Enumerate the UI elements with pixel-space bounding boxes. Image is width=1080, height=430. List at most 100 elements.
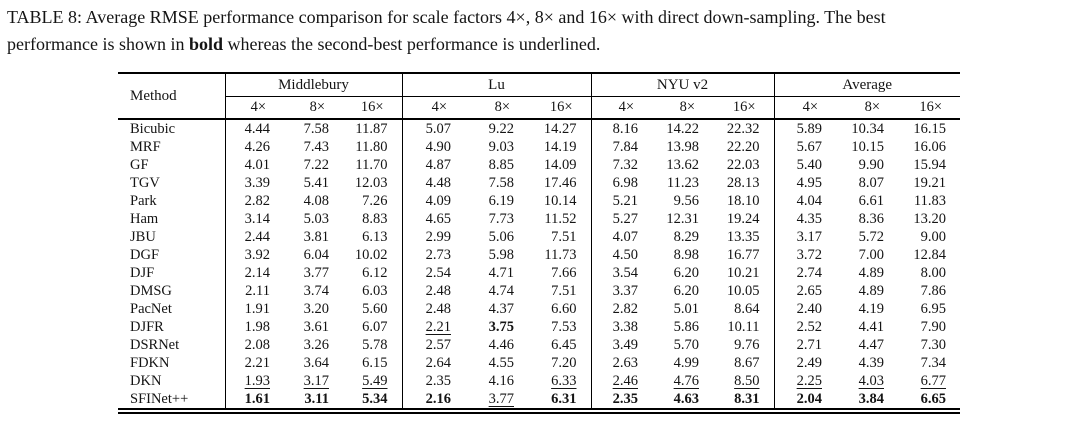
rmse-value: 3.20	[303, 301, 329, 317]
method-name: Bicubic	[130, 121, 176, 137]
method-name: DGF	[130, 247, 160, 263]
rmse-value: 4.19	[858, 301, 884, 317]
rmse-value: 6.60	[551, 301, 577, 317]
rmse-value: 11.23	[666, 175, 699, 191]
rmse-value: 2.52	[773, 318, 836, 336]
rmse-value: 1.91	[224, 300, 284, 318]
rmse-value: 4.89	[858, 265, 884, 281]
rmse-value: 5.78	[362, 337, 388, 353]
results-table-container: Method Middlebury Lu NYU v2 Average 4× 8…	[118, 72, 960, 414]
rmse-value: 14.19	[543, 139, 577, 155]
table-row: DJF 2.14 3.77 6.12 2.54 4.71 7.66 3.54 6.20 10.21…	[118, 264, 960, 282]
rmse-value: 5.01	[673, 301, 699, 317]
rmse-value: 5.70	[673, 337, 699, 353]
scale-header-4x: 4×	[224, 96, 284, 120]
scale-header-16x: 16×	[343, 96, 402, 120]
rmse-value: 6.04	[303, 247, 329, 263]
table-row: SFINet++ 1.61 3.11 5.34 2.16 3.77 6.31 2.35 4.63…	[118, 390, 960, 414]
rmse-value: 3.37	[590, 282, 652, 300]
rmse-value: 7.86	[920, 283, 946, 299]
rmse-value: 1.98	[224, 318, 284, 336]
rmse-value: 6.31	[528, 390, 591, 414]
rmse-value: 6.13	[362, 229, 388, 245]
method-name: DKN	[130, 373, 162, 389]
rmse-value: 2.46	[590, 372, 652, 390]
rmse-value: 10.34	[851, 121, 884, 137]
table-row: DMSG 2.11 3.74 6.03 2.48 4.74 7.51 3.37 6.20 10.0…	[118, 282, 960, 300]
method-name: DJFR	[130, 319, 164, 335]
rmse-value: 2.65	[773, 282, 836, 300]
scale-header-16x: 16×	[528, 96, 591, 120]
rmse-value: 4.16	[488, 373, 514, 389]
rmse-value: 3.11	[284, 390, 343, 414]
rmse-value: 11.80	[355, 139, 388, 155]
group-header-nyu-v2: NYU v2	[590, 72, 774, 97]
scale-header-16x: 16×	[713, 96, 774, 120]
rmse-value: 10.21	[726, 265, 760, 281]
method-name: PacNet	[130, 301, 172, 317]
rmse-value: 3.17	[773, 228, 836, 246]
rmse-value: 13.98	[666, 139, 699, 155]
scale-header-4x: 4×	[590, 96, 652, 120]
method-name: JBU	[130, 229, 156, 245]
table-row: DGF 3.92 6.04 10.02 2.73 5.98 11.73 4.50 8.98 16.…	[118, 246, 960, 264]
rmse-value: 4.50	[590, 246, 652, 264]
results-table: Method Middlebury Lu NYU v2 Average 4× 8…	[118, 72, 960, 414]
rmse-value: 3.49	[590, 336, 652, 354]
rmse-value: 22.20	[726, 139, 760, 155]
rmse-value: 2.04	[773, 390, 836, 414]
rmse-value: 5.98	[488, 247, 514, 263]
method-name: SFINet++	[118, 390, 225, 414]
method-name: GF	[130, 157, 149, 173]
rmse-value: 2.49	[773, 354, 836, 372]
rmse-value: 5.34	[343, 390, 402, 414]
rmse-value: 8.98	[673, 247, 699, 263]
rmse-value: 5.27	[590, 210, 652, 228]
rmse-value: 4.87	[401, 156, 465, 174]
method-name: MRF	[130, 139, 161, 155]
rmse-value: 2.74	[773, 264, 836, 282]
rmse-value: 5.86	[673, 319, 699, 335]
rmse-value: 11.73	[544, 247, 577, 263]
rmse-value: 7.00	[858, 247, 884, 263]
scale-header-16x: 16×	[898, 96, 960, 120]
rmse-value: 5.40	[773, 156, 836, 174]
rmse-value: 4.47	[858, 337, 884, 353]
rmse-value: 2.48	[401, 300, 465, 318]
rmse-value: 12.03	[354, 175, 388, 191]
rmse-value: 2.08	[224, 336, 284, 354]
rmse-value: 3.64	[303, 355, 329, 371]
method-name: DSRNet	[130, 337, 180, 353]
rmse-value: 10.11	[727, 319, 760, 335]
rmse-value: 8.83	[362, 211, 388, 227]
rmse-value: 2.44	[224, 228, 284, 246]
rmse-value: 3.39	[224, 174, 284, 192]
rmse-value: 7.58	[303, 121, 329, 137]
rmse-value: 5.60	[362, 301, 388, 317]
rmse-value: 7.30	[920, 337, 946, 353]
rmse-value: 2.21	[401, 318, 465, 336]
table-row: MRF 4.26 7.43 11.80 4.90 9.03 14.19 7.84 13.98 22…	[118, 138, 960, 156]
rmse-value: 4.08	[303, 193, 329, 209]
rmse-value: 6.15	[362, 355, 388, 371]
rmse-value: 2.82	[224, 192, 284, 210]
rmse-value: 19.21	[913, 175, 946, 191]
rmse-value: 7.34	[920, 355, 946, 371]
rmse-value: 11.87	[355, 121, 388, 137]
rmse-value: 8.31	[713, 390, 774, 414]
table-row: PacNet 1.91 3.20 5.60 2.48 4.37 6.60 2.82 5.01 8.…	[118, 300, 960, 318]
rmse-value: 10.05	[726, 283, 760, 299]
caption-line-2-pre: performance is shown in	[7, 34, 189, 54]
rmse-value: 4.26	[224, 138, 284, 156]
rmse-value: 6.12	[362, 265, 388, 281]
rmse-value: 2.40	[773, 300, 836, 318]
rmse-value: 22.32	[726, 121, 760, 137]
rmse-value: 3.26	[303, 337, 329, 353]
rmse-value: 6.19	[488, 193, 514, 209]
rmse-value: 2.35	[401, 372, 465, 390]
rmse-value: 2.63	[590, 354, 652, 372]
rmse-value: 7.26	[362, 193, 388, 209]
rmse-value: 14.22	[666, 121, 699, 137]
rmse-value: 10.15	[851, 139, 884, 155]
rmse-value: 12.31	[666, 211, 699, 227]
